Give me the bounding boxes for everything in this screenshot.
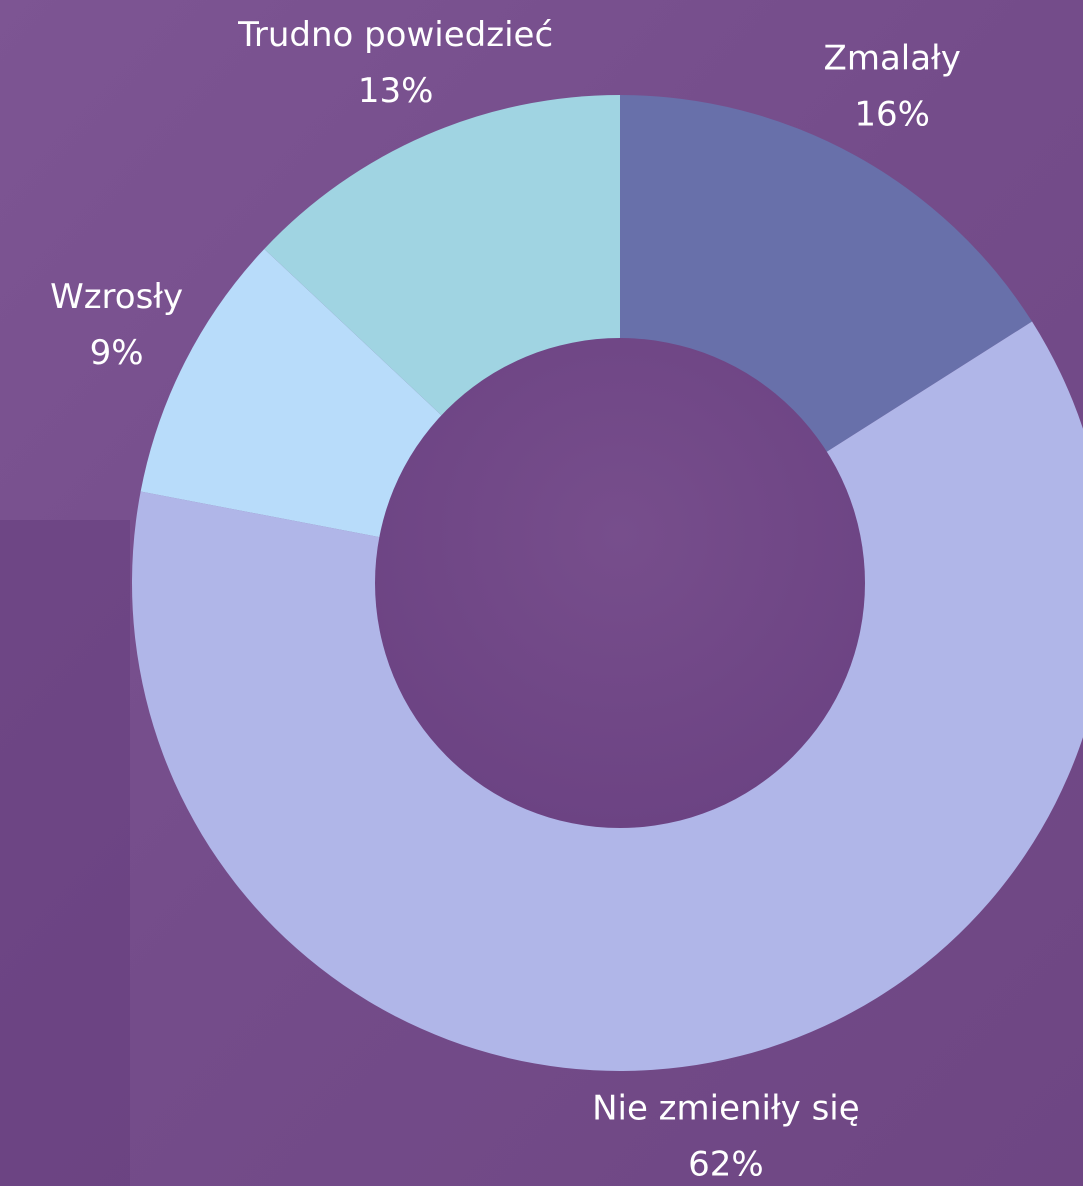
- slice-label: Trudno powiedzieć: [237, 15, 553, 55]
- value-label: 13%: [358, 71, 434, 111]
- slice-label: Wzrosły: [50, 277, 183, 317]
- background-shape: [0, 520, 130, 1186]
- value-label: 62%: [688, 1144, 764, 1184]
- value-label: 16%: [854, 94, 930, 134]
- donut-hole: [375, 338, 865, 828]
- value-label: 9%: [90, 333, 144, 373]
- page: {"chart_data": {"type": "donut", "catego…: [0, 0, 1083, 1186]
- slice-label: Zmalały: [824, 38, 961, 78]
- slice-label: Nie zmieniły się: [592, 1088, 860, 1128]
- chart: Zmalały 16% Nie zmieniły się 62% Wzrosły 9% Tr…: [0, 0, 1083, 1186]
